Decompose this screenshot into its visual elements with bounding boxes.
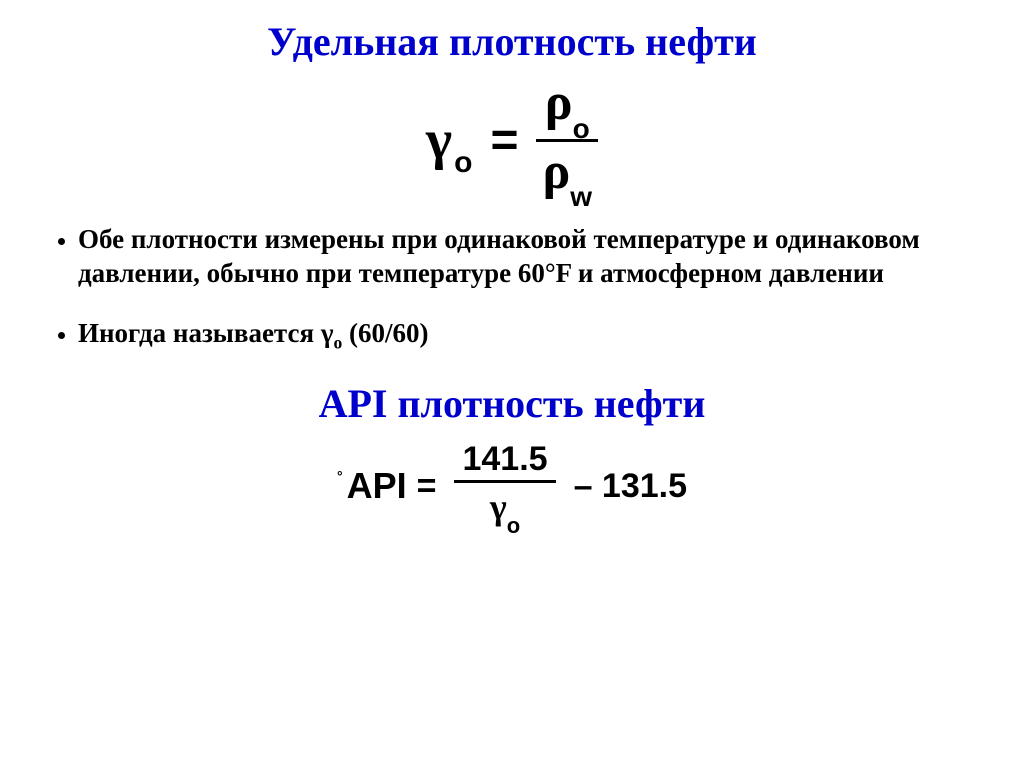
bullet2-suffix: (60/60) (342, 318, 428, 348)
formula-api-gravity: ° API = 141.5 γo – 131.5 (40, 442, 984, 531)
bullet-item-2: Иногда называется γo (60/60) (78, 317, 984, 354)
api-fraction: 141.5 γo (454, 442, 555, 531)
fraction: ρo ρw (536, 75, 598, 205)
api-denominator: γo (490, 483, 520, 531)
api-equals: = (417, 467, 437, 506)
bullet2-sub: o (334, 332, 343, 352)
formula-row: γo = ρo ρw (426, 75, 598, 205)
denominator: ρw (536, 144, 598, 206)
api-row: ° API = 141.5 γo – 131.5 (337, 442, 687, 531)
bullet2-prefix: Иногда называется (78, 318, 321, 348)
api-tail: – 131.5 (574, 467, 687, 506)
equals-sign: = (490, 113, 518, 168)
slide: Удельная плотность нефти γo = ρo ρw Обе … (0, 0, 1024, 531)
bullet-list: Обе плотности измерены при одинаковой те… (40, 223, 984, 354)
numerator: ρo (539, 75, 596, 137)
formula-specific-gravity: γo = ρo ρw (40, 75, 984, 205)
degree-symbol: ° (337, 468, 343, 484)
api-numerator: 141.5 (454, 442, 555, 480)
gamma-symbol: γo (426, 108, 473, 172)
api-text: API (347, 465, 407, 507)
heading-specific-gravity: Удельная плотность нефти (40, 18, 984, 65)
bullet-item-1: Обе плотности измерены при одинаковой те… (78, 223, 984, 291)
bullet2-gamma: γ (321, 318, 334, 348)
heading-api-gravity: API плотность нефти (40, 380, 984, 427)
